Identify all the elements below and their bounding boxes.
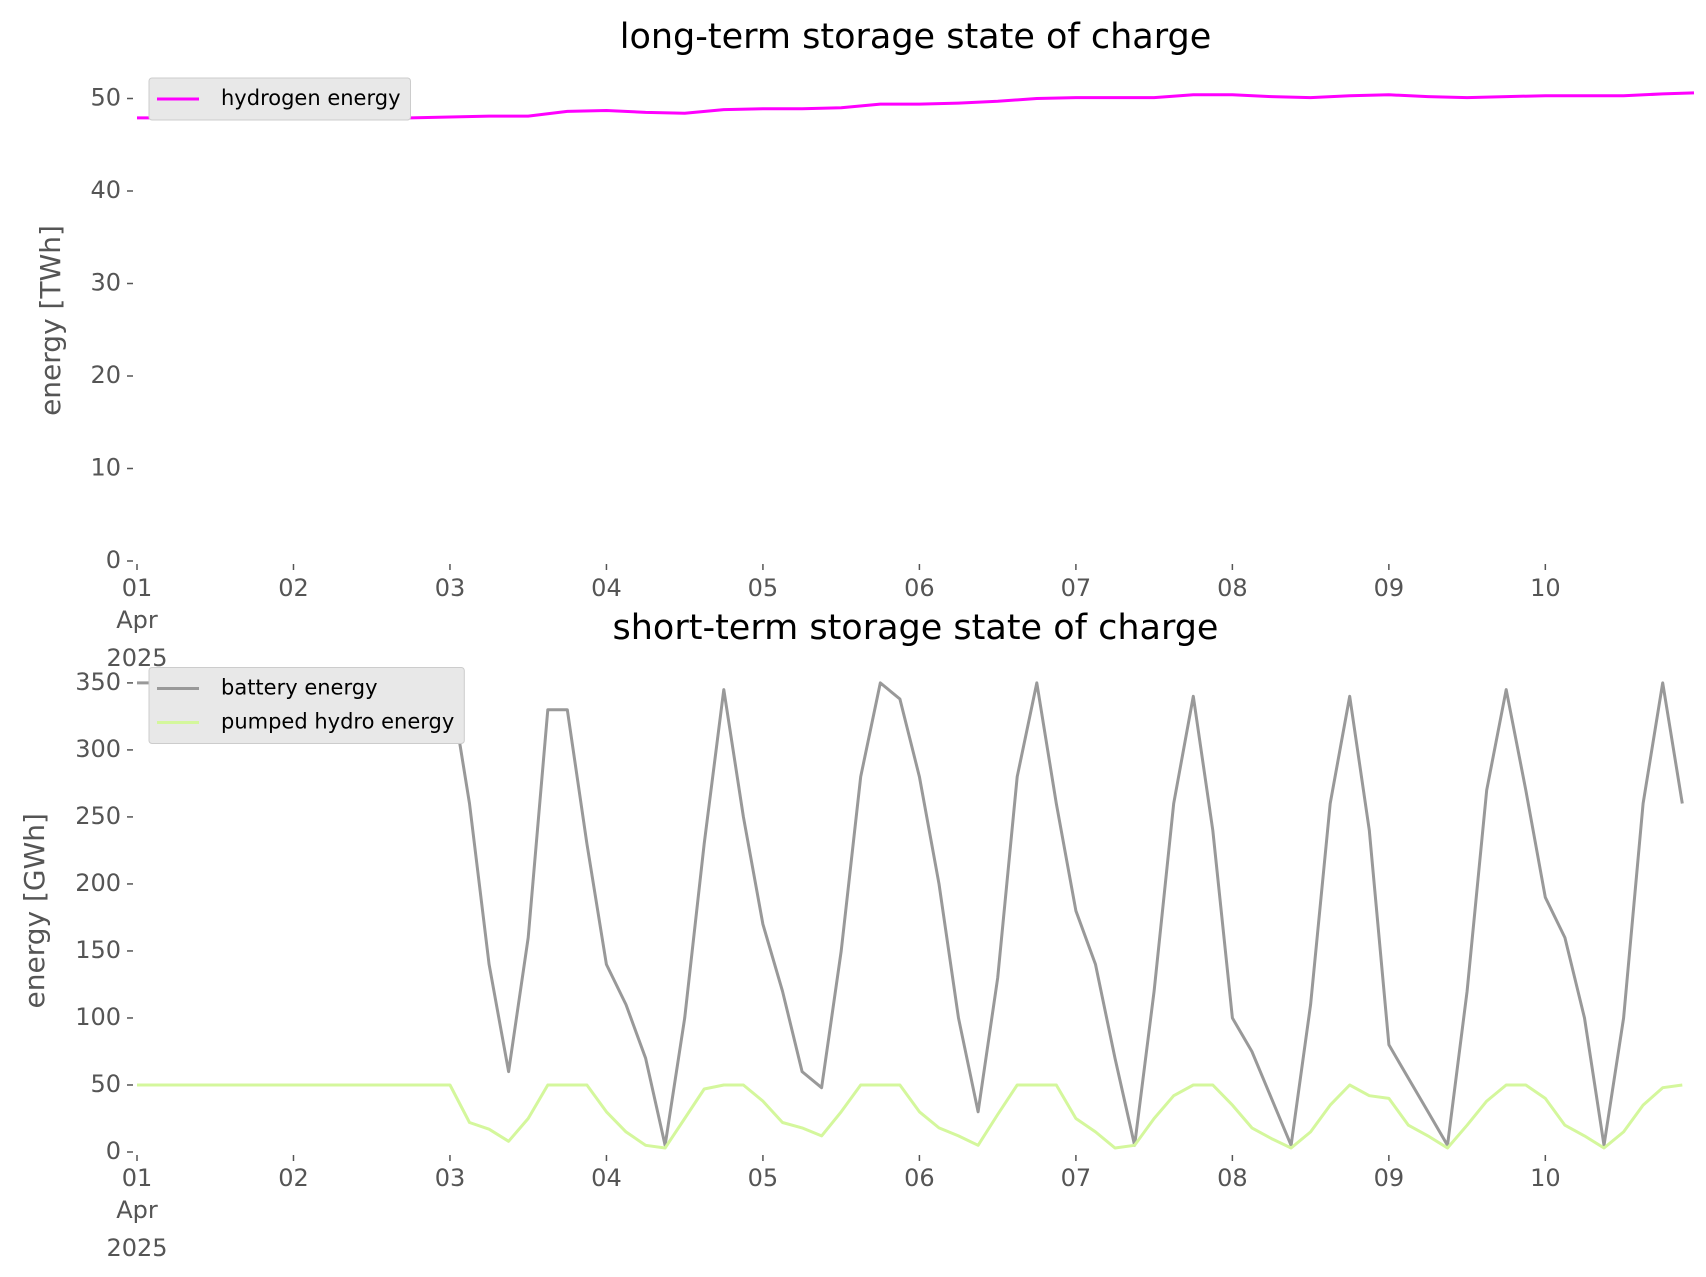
- chart-title: short-term storage state of charge: [613, 608, 1219, 648]
- legend-label: pumped hydro energy: [221, 710, 454, 734]
- y-tick-label: 250: [75, 802, 121, 830]
- y-tick-label: 10: [90, 454, 121, 482]
- series-line: [137, 681, 1684, 1147]
- x-tick-label: 04: [591, 574, 622, 602]
- x-tick-label: 03: [435, 574, 466, 602]
- x-tick-label: 09: [1374, 574, 1405, 602]
- x-tick-sublabel: Apr: [116, 1196, 158, 1224]
- legend-label: battery energy: [221, 676, 378, 700]
- y-tick-label: 20: [90, 361, 121, 389]
- x-tick-label: 04: [591, 1164, 622, 1192]
- x-tick-label: 08: [1217, 1164, 1248, 1192]
- x-tick-label: 05: [748, 574, 779, 602]
- y-tick-label: 40: [90, 176, 121, 204]
- x-tick-label: 07: [1061, 574, 1092, 602]
- x-tick-label: 02: [278, 574, 309, 602]
- x-tick-sublabel: 2025: [106, 1234, 167, 1262]
- chart-title: long-term storage state of charge: [620, 17, 1212, 57]
- y-tick-label: 50: [90, 1070, 121, 1098]
- series-line: [137, 1083, 1683, 1150]
- y-tick-label: 0: [106, 546, 121, 574]
- y-tick-label: 200: [75, 869, 121, 897]
- x-tick-label: 10: [1530, 574, 1561, 602]
- y-tick-label: 350: [75, 668, 121, 696]
- x-tick-label: 03: [435, 1164, 466, 1192]
- legend-box: [148, 77, 411, 121]
- legend-box: [148, 667, 465, 744]
- y-tick-label: 300: [75, 735, 121, 763]
- x-tick-label: 10: [1530, 1164, 1561, 1192]
- y-tick-label: 0: [106, 1137, 121, 1165]
- legend-label: hydrogen energy: [221, 86, 401, 110]
- x-tick-label: 09: [1374, 1164, 1405, 1192]
- x-tick-label: 06: [904, 1164, 935, 1192]
- y-tick-label: 30: [90, 269, 121, 297]
- x-tick-sublabel: Apr: [116, 606, 158, 634]
- x-tick-label: 01: [122, 574, 153, 602]
- x-tick-label: 08: [1217, 574, 1248, 602]
- y-axis-label: energy [TWh]: [34, 225, 67, 416]
- x-tick-label: 06: [904, 574, 935, 602]
- x-tick-label: 02: [278, 1164, 309, 1192]
- y-tick-label: 150: [75, 936, 121, 964]
- y-tick-label: 50: [90, 84, 121, 112]
- y-tick-label: 100: [75, 1003, 121, 1031]
- y-axis-label: energy [GWh]: [18, 813, 51, 1008]
- x-tick-label: 01: [122, 1164, 153, 1192]
- x-tick-label: 07: [1061, 1164, 1092, 1192]
- x-tick-label: 05: [748, 1164, 779, 1192]
